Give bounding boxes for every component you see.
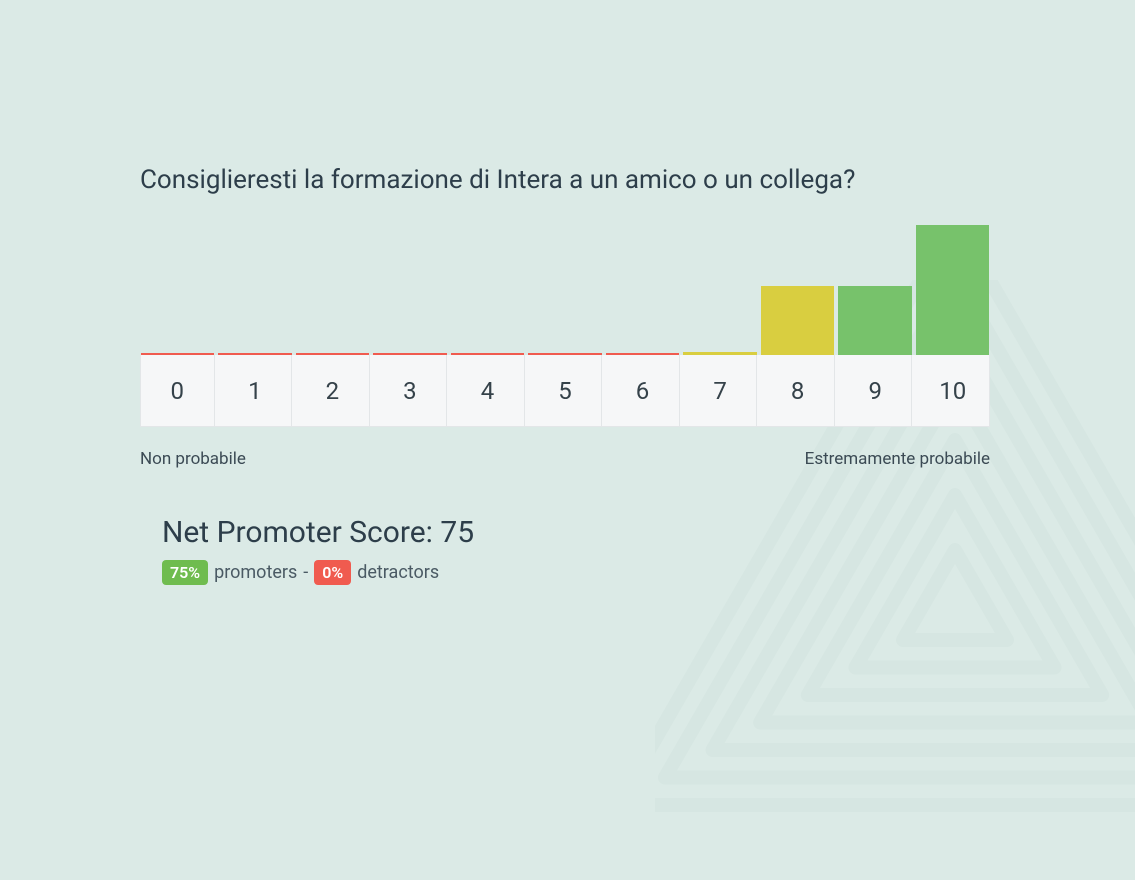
category-label: 10: [916, 355, 989, 426]
category-label: 4: [451, 355, 525, 426]
category-label: 9: [839, 355, 913, 426]
promoters-badge: 75%: [162, 560, 208, 585]
category-label: 0: [141, 355, 215, 426]
nps-score-title: Net Promoter Score: 75: [162, 515, 990, 550]
bar-slot: [218, 225, 291, 355]
nps-title-prefix: Net Promoter Score:: [162, 515, 440, 550]
bar-slot: [451, 225, 524, 355]
nps-separator: -: [303, 562, 308, 583]
nps-summary: Net Promoter Score: 75 75% promoters - 0…: [162, 515, 990, 585]
nps-score-value: 75: [440, 515, 474, 550]
nps-widget: Consiglieresti la formazione di Intera a…: [140, 165, 990, 585]
category-labels-row: 012345678910: [140, 355, 990, 427]
promoters-label: promoters: [214, 562, 297, 583]
category-label: 5: [529, 355, 603, 426]
nps-chart: 012345678910: [140, 225, 990, 427]
bar: [838, 286, 911, 355]
nps-detail-line: 75% promoters - 0% detractors: [162, 560, 990, 585]
bar: [916, 225, 989, 355]
bar-slot: [296, 225, 369, 355]
anchor-right: Estremamente probabile: [805, 449, 990, 469]
category-label: 1: [219, 355, 293, 426]
bar-slot: [838, 225, 911, 355]
detractors-badge: 0%: [314, 560, 351, 585]
category-label: 8: [761, 355, 835, 426]
bar-slot: [528, 225, 601, 355]
bar-slot: [373, 225, 446, 355]
bar-slot: [916, 225, 989, 355]
scale-anchors: Non probabile Estremamente probabile: [140, 449, 990, 469]
bar-slot: [683, 225, 756, 355]
category-label: 6: [606, 355, 680, 426]
category-label: 7: [684, 355, 758, 426]
anchor-left: Non probabile: [140, 449, 246, 469]
question-text: Consiglieresti la formazione di Intera a…: [140, 165, 990, 195]
category-label: 3: [374, 355, 448, 426]
category-label: 2: [296, 355, 370, 426]
bar: [761, 286, 834, 355]
bar-slot: [141, 225, 214, 355]
bar-area: [140, 225, 990, 355]
bar-slot: [761, 225, 834, 355]
bar-slot: [606, 225, 679, 355]
detractors-label: detractors: [357, 562, 439, 583]
